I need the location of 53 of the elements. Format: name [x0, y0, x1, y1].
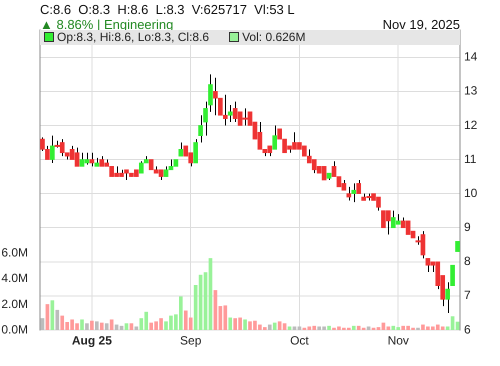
bar: [272, 322, 277, 330]
y-tick-label: 13: [464, 84, 478, 98]
candlestick: [346, 186, 352, 201]
y-tick-label: 8: [464, 254, 471, 268]
candlestick: [90, 152, 94, 167]
candlestick: [450, 264, 455, 286]
legend-label: Vol: 0.626M: [241, 30, 306, 45]
y-tick-label: 11: [464, 152, 477, 166]
bar: [40, 318, 44, 330]
bar: [90, 320, 94, 330]
chart-title: C:8.6 O:8.3 H:8.6 L:8.3 V:625717 Vl:53 L: [40, 2, 295, 17]
y2-tick-label: 2.0M: [1, 296, 28, 311]
y-tick-label: 10: [464, 186, 478, 200]
bar: [228, 318, 232, 330]
bar: [46, 304, 50, 330]
candlestick: [272, 124, 278, 150]
bar: [110, 319, 114, 330]
bar: [130, 323, 134, 330]
y-tick-label: 12: [464, 118, 478, 132]
x-tick-label: Oct: [290, 334, 310, 348]
x-tick-label: Nov: [388, 334, 409, 348]
y2-tick-label: 6.0M: [1, 246, 28, 260]
bar: [352, 326, 356, 330]
bar: [134, 326, 138, 330]
annotation: Nov 19, 2025: [382, 17, 460, 32]
y-tick-label: 6: [464, 322, 471, 336]
bar: [85, 323, 89, 330]
bar: [366, 326, 370, 330]
candlestick: [193, 138, 198, 164]
bar: [100, 322, 104, 330]
candlestick: [50, 135, 55, 164]
bar: [94, 321, 99, 330]
candlestick: [178, 142, 184, 157]
y-tick-label: 7: [464, 288, 471, 302]
candlestick: [351, 182, 356, 203]
y2-tick-label: 0.0M: [1, 322, 28, 336]
y-tick-label: 9: [464, 220, 471, 234]
y-tick-label: 14: [464, 50, 478, 64]
candlestick: [455, 240, 460, 252]
bar: [327, 326, 331, 330]
bar: [124, 323, 128, 330]
bar: [268, 324, 272, 330]
y2-tick-label: 4.0M: [1, 271, 28, 286]
x-tick-label: Sep: [180, 334, 202, 348]
x-tick-label: Aug 25: [72, 334, 112, 348]
bar: [80, 319, 84, 330]
bar: [243, 319, 247, 330]
bar: [55, 310, 60, 330]
legend-label: Op:8.3, Hi:8.6, Lo:8.3, Cl:8.6: [56, 30, 210, 45]
bar: [288, 326, 292, 330]
bar: [104, 323, 109, 330]
bar: [50, 300, 54, 330]
candlestick: [228, 104, 233, 123]
